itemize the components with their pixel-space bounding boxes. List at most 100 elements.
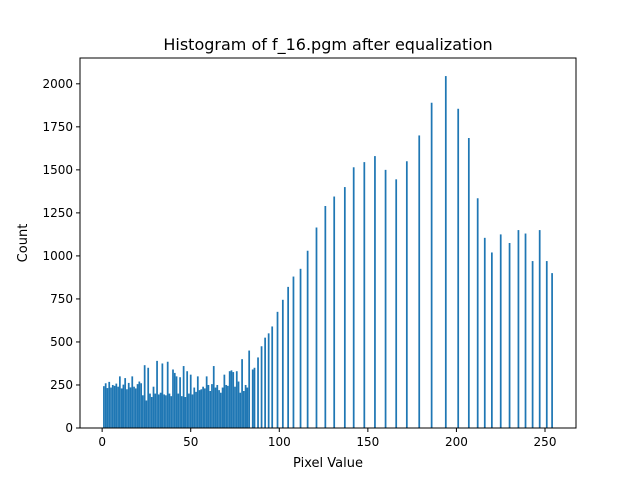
histogram-bar-44 <box>179 377 181 428</box>
histogram-bar-194 <box>444 76 447 428</box>
histogram-bar-46 <box>182 366 185 428</box>
histogram-bar-243 <box>531 261 534 428</box>
y-axis-ticks: 0 250 500 750 1000 1250 1500 1750 2000 <box>42 77 80 435</box>
histogram-bar-112 <box>299 268 302 428</box>
histogram-bar-21 <box>138 381 141 428</box>
y-tick-label: 1250 <box>42 206 73 220</box>
histogram-bar-102 <box>281 299 284 428</box>
x-tick-label: 200 <box>445 435 468 449</box>
histogram-bar-142 <box>352 167 355 428</box>
histogram-bar-148 <box>363 162 366 428</box>
histogram-bar-3 <box>106 388 109 428</box>
histogram-bar-251 <box>545 261 548 428</box>
histogram-bar-10 <box>118 376 121 428</box>
histogram-bar-76 <box>235 371 238 428</box>
histogram-bar-30 <box>154 393 157 428</box>
histogram-bar-32 <box>157 394 160 428</box>
x-axis-ticks: 0 50 100 150 200 250 <box>98 428 556 449</box>
histogram-bar-45 <box>180 396 183 428</box>
histogram-bar-53 <box>195 391 197 428</box>
histogram-bar-29 <box>152 386 155 428</box>
histogram-bar-131 <box>333 196 336 428</box>
y-tick-label: 250 <box>50 378 73 392</box>
histogram-bar-36 <box>165 395 167 428</box>
histogram-bar-81 <box>244 384 247 428</box>
histogram-bar-216 <box>483 237 486 428</box>
histogram-bar-57 <box>202 386 204 428</box>
histogram-bar-71 <box>227 385 229 428</box>
histogram-bar-67 <box>219 392 222 428</box>
histogram-bar-74 <box>232 372 235 428</box>
histogram-bar-33 <box>159 392 162 428</box>
histogram-bar-94 <box>267 333 270 428</box>
histogram-bar-61 <box>209 391 212 428</box>
x-tick-label: 0 <box>98 435 106 449</box>
histogram-bar-160 <box>384 169 387 429</box>
histogram-bar-12 <box>122 384 125 428</box>
histogram-bar-42 <box>175 376 178 428</box>
histogram-bar-126 <box>324 206 327 428</box>
histogram-bar-121 <box>315 227 318 428</box>
histogram-bar-51 <box>191 394 194 428</box>
y-tick-label: 1000 <box>42 249 73 263</box>
x-axis-label: Pixel Value <box>293 456 363 471</box>
histogram-bar-63 <box>212 366 215 428</box>
histogram-bar-13 <box>124 378 127 428</box>
histogram-bar-55 <box>198 390 201 428</box>
histogram-bar-90 <box>260 346 263 428</box>
histogram-bar-6 <box>111 384 114 428</box>
histogram-bar-75 <box>234 386 236 428</box>
histogram-bar-15 <box>127 382 130 428</box>
y-tick-label: 750 <box>50 292 73 306</box>
histogram-bar-52 <box>193 387 196 428</box>
histogram-bar-68 <box>221 387 224 428</box>
histogram-bar-16 <box>129 387 132 428</box>
histogram-bar-212 <box>476 198 479 428</box>
y-tick-label: 1750 <box>42 120 73 134</box>
histogram-bar-254 <box>551 273 553 428</box>
x-tick-label: 100 <box>268 435 291 449</box>
histogram-bar-18 <box>133 386 135 428</box>
histogram-bar-108 <box>292 276 295 428</box>
y-tick-label: 500 <box>50 335 73 349</box>
histogram-bar-186 <box>430 102 433 429</box>
y-tick-label: 2000 <box>42 77 73 91</box>
histogram-bar-43 <box>177 393 180 428</box>
histogram-bar-31 <box>156 360 158 428</box>
histogram-bar-39 <box>170 396 173 428</box>
histogram-bar-25 <box>145 400 148 428</box>
histogram-bar-230 <box>508 243 511 428</box>
histogram-bar-7 <box>113 385 116 428</box>
histogram-bar-247 <box>538 230 541 428</box>
histogram-bar-239 <box>524 233 527 428</box>
histogram-bar-26 <box>147 367 150 428</box>
histogram-bar-235 <box>517 230 520 428</box>
histogram-bar-49 <box>188 393 190 428</box>
histogram-bar-34 <box>161 363 164 428</box>
histogram-bar-166 <box>395 179 398 428</box>
histogram-bar-35 <box>163 394 166 428</box>
chart-title: Histogram of f_16.pgm after equalization <box>163 35 492 55</box>
histogram-bar-64 <box>214 387 217 428</box>
histogram-bar-27 <box>149 393 151 428</box>
histogram-bar-225 <box>499 234 502 428</box>
histogram-bar-92 <box>264 337 266 428</box>
x-tick-label: 150 <box>356 435 379 449</box>
histogram-bar-2 <box>104 383 107 428</box>
y-axis-label: Count <box>16 224 31 263</box>
histogram-bar-14 <box>126 389 128 428</box>
histogram-bar-47 <box>184 397 187 428</box>
histogram-bar-4 <box>108 381 111 428</box>
histogram-bar-22 <box>140 383 142 428</box>
histogram-bar-73 <box>230 370 233 428</box>
histogram-bar-70 <box>225 384 228 428</box>
histogram-bar-179 <box>418 135 421 428</box>
histogram-bar-154 <box>374 156 376 428</box>
histogram-bar-11 <box>120 388 123 428</box>
histogram-bar-37 <box>166 361 169 428</box>
histogram-bar-137 <box>343 187 346 428</box>
histogram-bar-65 <box>216 384 219 428</box>
x-tick-label: 50 <box>183 435 198 449</box>
histogram-bar-5 <box>110 387 112 428</box>
